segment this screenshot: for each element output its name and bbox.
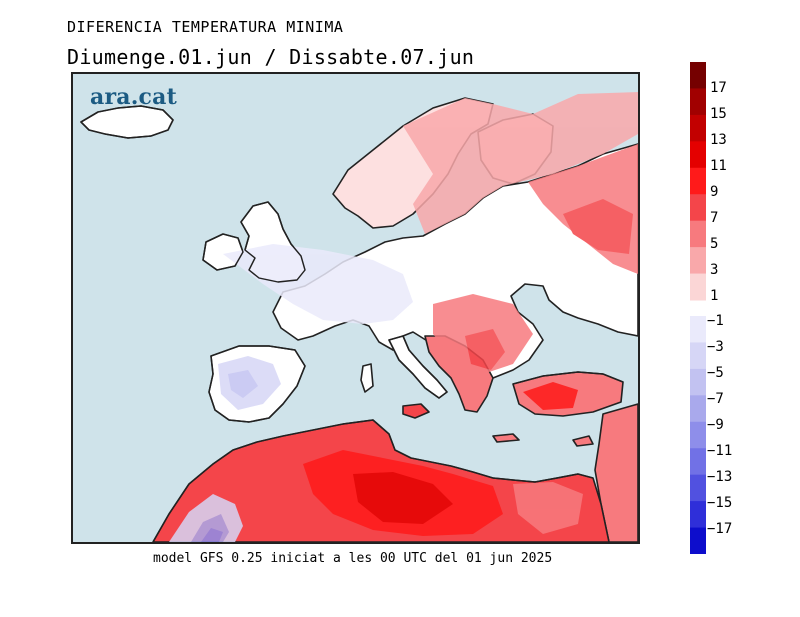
- temperature-difference-map: [71, 72, 640, 544]
- colorbar-swatch-warm: [690, 114, 706, 142]
- colorbar-swatch-cool: [690, 342, 706, 370]
- colorbar-swatch-cool: [690, 527, 706, 554]
- europe-map-canvas: [73, 74, 638, 542]
- colorbar-swatches: [690, 62, 706, 554]
- colorbar-label: −3: [707, 339, 724, 355]
- land-crete: [492, 433, 520, 443]
- colorbar-swatch-cool: [690, 368, 706, 396]
- colorbar-label: 11: [710, 158, 727, 174]
- land-sardinia: [360, 363, 374, 393]
- colorbar-label: 9: [710, 184, 719, 200]
- land-sicily: [402, 403, 430, 419]
- colorbar-label: 1: [710, 288, 719, 304]
- anomaly-shading: [169, 92, 638, 542]
- colorbar-swatch-warm: [690, 247, 706, 275]
- colorbar-label: −11: [707, 443, 733, 459]
- colorbar-swatch-warm: [690, 273, 706, 301]
- colorbar-label: −7: [707, 391, 724, 407]
- colorbar-label: −13: [707, 469, 733, 485]
- colorbar: [690, 62, 706, 554]
- colorbar-swatch-cool: [690, 501, 706, 529]
- colorbar-swatch-cool: [690, 421, 706, 449]
- colorbar-swatch-warm: [690, 88, 706, 116]
- colorbar-swatch-warm: [690, 62, 706, 89]
- colorbar-label: −9: [707, 417, 724, 433]
- aracat-logo: ara.cat: [90, 84, 177, 110]
- colorbar-swatch-warm: [690, 220, 706, 248]
- colorbar-swatch-warm: [690, 167, 706, 195]
- coastlines: [80, 105, 624, 542]
- map-title: DIFERENCIA TEMPERATURA MINIMA: [67, 18, 344, 36]
- land-cyprus: [572, 435, 594, 447]
- colorbar-label: 15: [710, 106, 727, 122]
- colorbar-swatch-cool: [690, 395, 706, 423]
- colorbar-label: −15: [707, 495, 733, 511]
- colorbar-label: 17: [710, 80, 727, 96]
- colorbar-label: 3: [710, 262, 719, 278]
- colorbar-label: −17: [707, 521, 733, 537]
- model-run-caption: model GFS 0.25 iniciat a les 00 UTC del …: [153, 551, 553, 566]
- colorbar-swatch-cool: [690, 316, 706, 343]
- colorbar-swatch-cool: [690, 474, 706, 502]
- colorbar-swatch-warm: [690, 141, 706, 169]
- colorbar-label: 13: [710, 132, 727, 148]
- colorbar-label: −5: [707, 365, 724, 381]
- colorbar-label: 7: [710, 210, 719, 226]
- map-subtitle: Diumenge.01.jun / Dissabte.07.jun: [67, 45, 475, 69]
- colorbar-swatch-warm: [690, 194, 706, 222]
- colorbar-swatch-cool: [690, 448, 706, 476]
- colorbar-label: −1: [707, 313, 724, 329]
- colorbar-label: 5: [710, 236, 719, 252]
